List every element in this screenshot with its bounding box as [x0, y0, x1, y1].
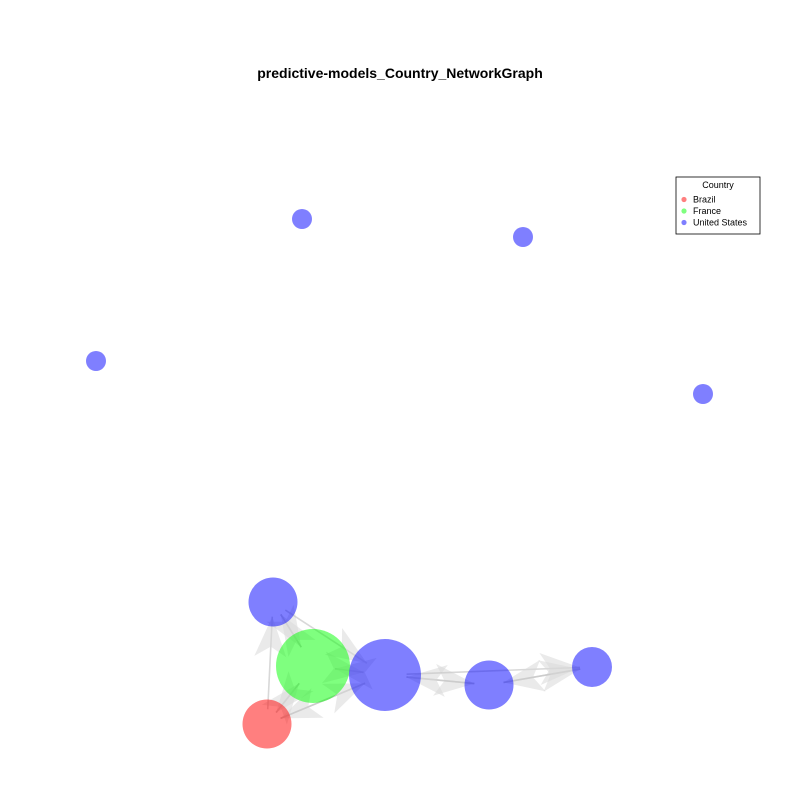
node-united-states	[292, 209, 312, 229]
legend-marker-united-states	[681, 219, 687, 226]
node-united-states	[349, 639, 421, 711]
legend-marker-brazil	[681, 196, 687, 203]
node-united-states	[572, 647, 612, 687]
legend: Country Brazil France United States	[675, 176, 761, 235]
edge-arrowhead	[503, 659, 546, 692]
legend-label-brazil: Brazil	[693, 195, 716, 205]
edge-arrowhead	[280, 688, 324, 719]
legend-box	[675, 176, 761, 235]
edge-arrowhead	[538, 660, 581, 692]
node-united-states	[86, 351, 106, 371]
node-france	[276, 629, 350, 703]
legend-label-france: France	[693, 206, 721, 216]
legend-label-united-states: United States	[693, 218, 748, 228]
nodes-layer	[86, 209, 713, 749]
edge-arrowhead	[254, 616, 287, 658]
node-brazil	[242, 699, 292, 749]
legend-title: Country	[702, 180, 734, 190]
edge-arrowhead	[433, 663, 475, 696]
legend-marker-france	[681, 208, 687, 214]
node-united-states	[248, 577, 298, 627]
plot-title: predictive-models_Country_NetworkGraph	[257, 65, 543, 81]
node-united-states	[464, 660, 514, 710]
node-united-states	[513, 227, 533, 247]
node-united-states	[693, 384, 713, 404]
